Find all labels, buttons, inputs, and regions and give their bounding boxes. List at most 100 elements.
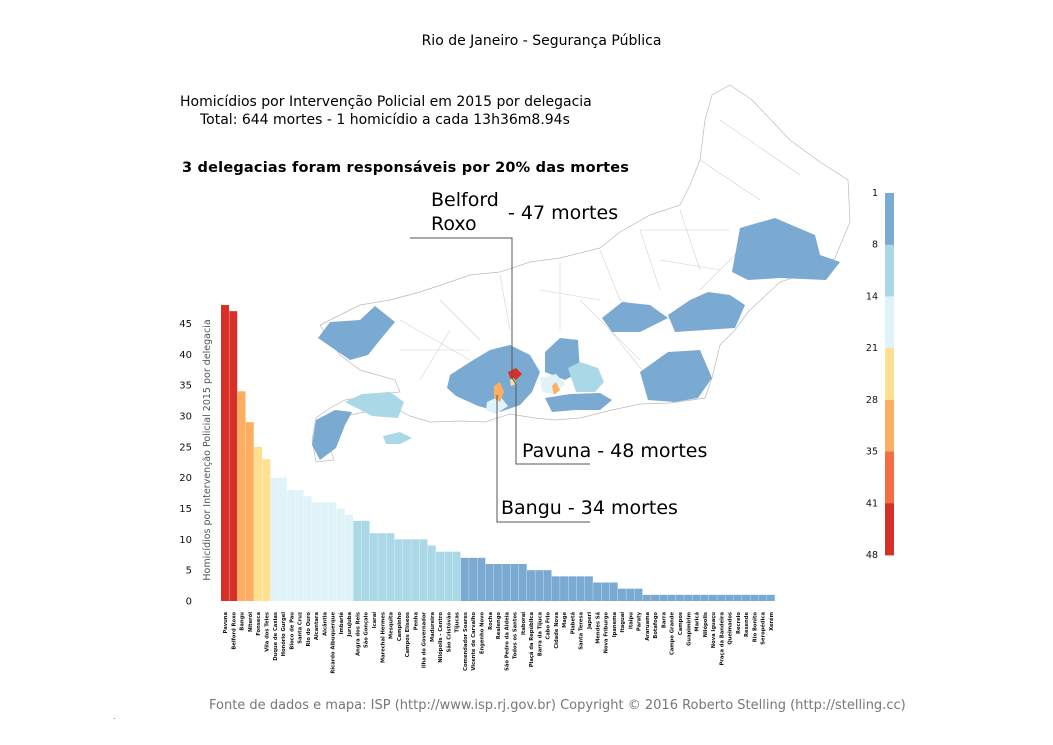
x-tick-label: Jurujuba: [347, 612, 353, 638]
x-tick-label: Magé: [561, 612, 568, 628]
x-tick-label: Tijucas: [455, 612, 461, 632]
x-tick-label: Duque de Caxias: [273, 612, 279, 661]
callout-line-pavuna: [511, 377, 590, 465]
bar-7: [278, 477, 287, 601]
colorbar-tick-label: 41: [866, 498, 878, 509]
y-tick-label: 45: [179, 319, 192, 330]
x-tick-label: Icaraí: [371, 611, 378, 629]
map-region-c1-coast: [545, 393, 612, 412]
map-region-c2-niteroi: [568, 362, 604, 392]
bar-43: [576, 576, 585, 601]
x-tick-label: Araruama: [645, 612, 651, 641]
bar-63: [742, 594, 750, 601]
x-tick-label: Campinho: [397, 612, 403, 642]
x-tick-label: Guapimirim: [686, 612, 692, 646]
callout-line-belford: [410, 237, 513, 378]
bar-40: [551, 576, 560, 601]
x-tick-label: Barra: [661, 612, 667, 629]
x-tick-label: Piaçá da República: [528, 612, 535, 668]
x-tick-label: Campo Grande: [670, 612, 676, 656]
bar-37: [526, 570, 535, 601]
y-tick-label: 30: [179, 412, 192, 423]
bar-57: [692, 594, 701, 601]
bar-53: [659, 594, 668, 601]
bar-41: [560, 576, 569, 601]
bar-55: [675, 594, 684, 601]
x-tick-label: São Gonçalo: [364, 612, 370, 648]
x-tick-label: Penha: [413, 612, 419, 631]
bar-13: [328, 502, 337, 601]
colorbar-segment-6: [885, 503, 894, 556]
bar-30: [469, 557, 478, 601]
x-tick-label: Itaboraí: [520, 611, 527, 635]
x-tick-label: Nilópolis - Centro: [437, 612, 444, 663]
bar-65: [758, 594, 767, 601]
y-tick-label: 35: [179, 381, 192, 392]
x-tick-label: Campos Elíseos: [404, 612, 411, 657]
bar-17: [361, 520, 370, 601]
y-tick-label: 10: [179, 535, 192, 546]
bar-10: [303, 496, 312, 601]
bar-12: [320, 502, 329, 601]
y-tick-label: 5: [186, 566, 192, 577]
x-tick-label: Vicente de Carvalho: [471, 612, 477, 671]
map-region-c2-ilha: [345, 392, 404, 418]
map-region-c1-southeast: [640, 350, 712, 402]
region-map: [311, 84, 851, 463]
x-tick-label: Rocha: [488, 612, 494, 630]
callout-belford-name-line-2: Roxo: [431, 213, 477, 235]
map-region-c1-east-north: [732, 218, 840, 280]
bar-9: [295, 490, 304, 601]
bar-22: [402, 539, 411, 601]
map-dividers: [399, 119, 801, 381]
bar-series: [221, 305, 775, 601]
x-tick-label: Imbariê: [338, 612, 345, 635]
x-tick-label: Pavuna: [223, 612, 229, 634]
bar-29: [460, 557, 469, 601]
x-axis-labels: Pavuna Belford Roxo Bangu Niterói Fonseca Vil…: [223, 611, 775, 674]
colorbar-tick-label: 35: [866, 447, 878, 458]
bar-34: [502, 564, 511, 601]
x-tick-label: Fonseca: [256, 612, 262, 636]
bar-56: [684, 594, 693, 601]
colorbar-segment-3: [885, 348, 894, 401]
x-tick-label: Ipanema: [612, 612, 618, 638]
x-tick-label: Nilópolis: [702, 612, 709, 637]
bar-61: [725, 594, 734, 601]
bar-23: [411, 539, 420, 601]
x-tick-label: Rio Bonito: [752, 612, 758, 643]
y-tick-label: 25: [179, 442, 192, 453]
x-tick-label: Engenho Novo: [480, 612, 486, 655]
colorbar-tick-label: 1: [872, 188, 878, 199]
bar-45: [593, 582, 602, 601]
bar-24: [419, 539, 428, 601]
x-tick-label: Praça da Bandeira: [719, 612, 725, 666]
x-tick-label: Todos os Santos: [513, 612, 519, 659]
x-tick-label: Itaipu: [628, 612, 634, 629]
x-tick-label: Ricardo Albuquerque: [331, 612, 337, 674]
x-tick-label: Recreio: [736, 612, 742, 634]
callout-belford-name-line-1: Belford: [431, 189, 499, 211]
bar-46: [601, 582, 610, 601]
map-region-c1-east-mid: [668, 292, 745, 332]
map-region-c5-niteroi: [552, 382, 560, 395]
x-tick-label: Santa Teresa: [579, 612, 585, 650]
x-tick-label: Rio do Ouro: [306, 612, 312, 647]
map-region-c1-bay-west: [312, 410, 352, 460]
colorbar-segment-1: [885, 244, 894, 297]
colorbar-tick-label: 8: [872, 240, 878, 251]
x-tick-label: Xerém: [768, 612, 775, 631]
bar-64: [750, 594, 759, 601]
x-tick-label: Mendes Sá: [594, 612, 601, 644]
callout-line-bangu: [496, 395, 590, 523]
x-tick-label: Resende: [744, 612, 750, 638]
x-tick-label: Maricá: [694, 612, 701, 632]
bar-6: [270, 477, 279, 601]
subtitle-line-1: Homicídios por Intervenção Policial em 2…: [180, 94, 592, 110]
bar-51: [642, 594, 651, 601]
x-tick-label: Queimados: [728, 612, 734, 645]
bar-38: [535, 570, 544, 601]
y-tick-label: 20: [179, 473, 192, 484]
x-tick-label: Ilha do Governador: [422, 612, 428, 669]
x-tick-label: Itaguaí: [619, 611, 626, 633]
